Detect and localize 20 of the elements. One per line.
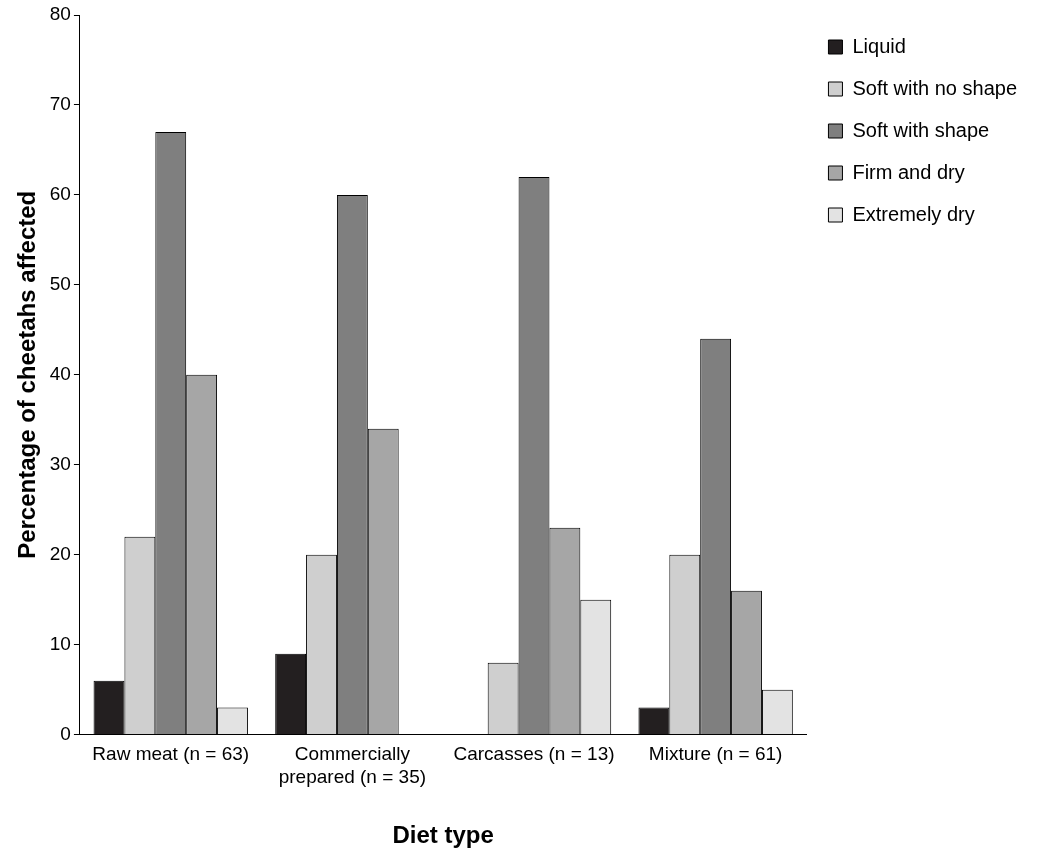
x-axis-title: Diet type xyxy=(392,821,494,849)
x-tick-label: Mixture (n = 61) xyxy=(648,743,783,765)
legend-label: Soft with shape xyxy=(852,118,990,141)
y-tick-label: 40 xyxy=(49,363,71,385)
x-tick-label: Carcasses (n = 13) xyxy=(453,743,615,765)
y-tick-label: 30 xyxy=(49,452,71,474)
x-tick-label: Commercially prepared (n = 35) xyxy=(278,743,427,788)
y-tick-label: 10 xyxy=(49,632,71,654)
legend-label: Liquid xyxy=(852,34,906,57)
y-tick-label: 80 xyxy=(49,3,71,25)
legend-label: Firm and dry xyxy=(852,160,965,183)
y-tick-label: 20 xyxy=(49,542,71,564)
y-tick-label: 70 xyxy=(49,93,71,115)
y-tick-label: 50 xyxy=(49,273,71,295)
y-tick-label: 60 xyxy=(49,183,71,205)
x-tick-label: Raw meat (n = 63) xyxy=(92,743,250,765)
legend-label: Extremely dry xyxy=(852,202,975,225)
y-tick-label: 0 xyxy=(60,722,71,744)
y-axis-title: Percentage of cheetahs affected xyxy=(13,190,41,559)
legend-label: Soft with no shape xyxy=(852,76,1018,99)
